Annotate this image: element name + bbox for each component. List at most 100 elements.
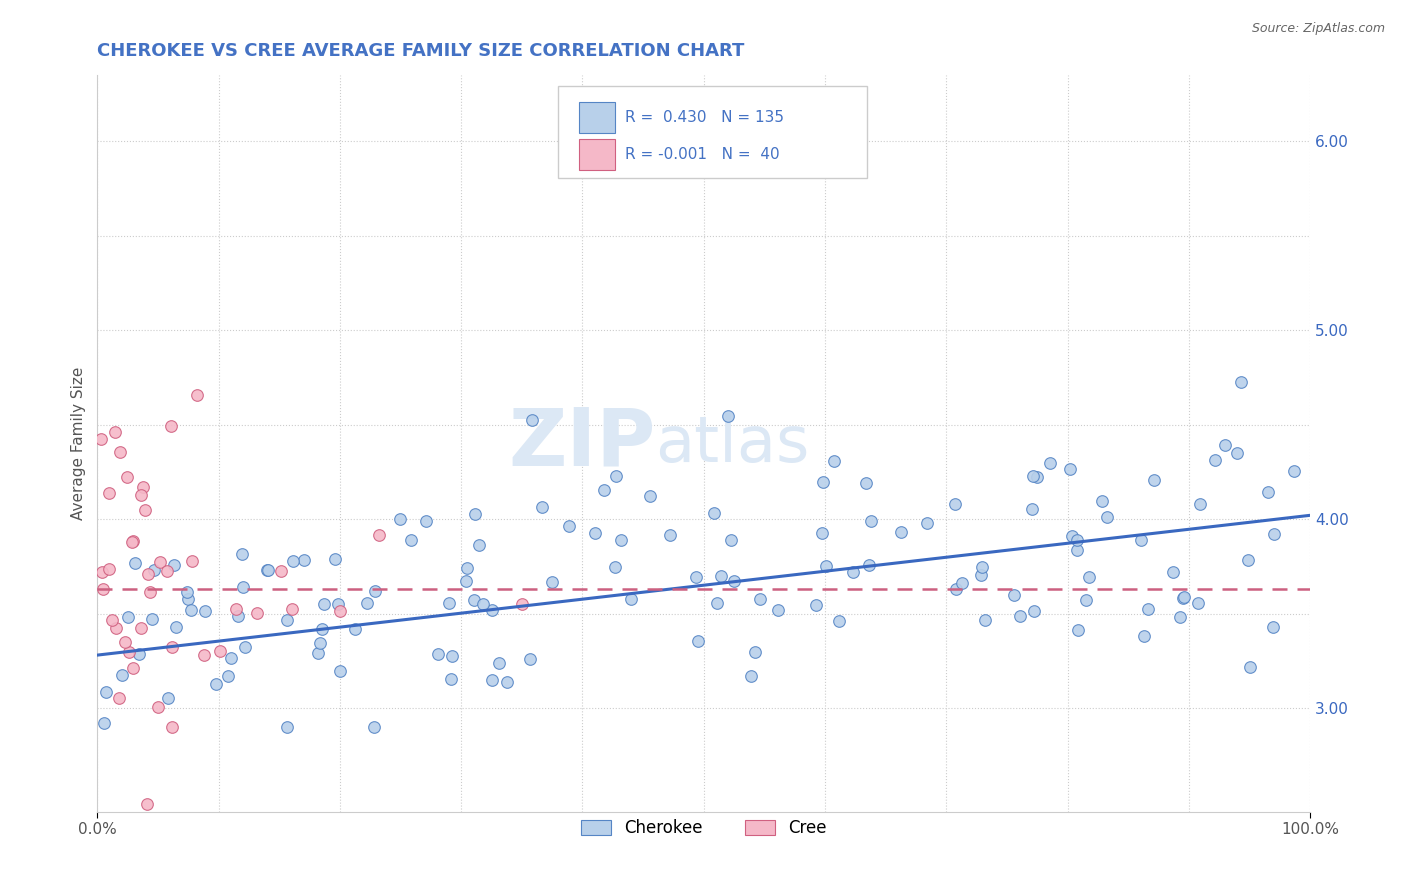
Point xyxy=(1257,485,1279,500)
Point xyxy=(93,715,115,730)
Point xyxy=(530,500,553,514)
Point xyxy=(1237,553,1260,567)
Point xyxy=(115,469,138,483)
Text: R = -0.001   N =  40: R = -0.001 N = 40 xyxy=(624,147,779,161)
Point xyxy=(463,592,485,607)
Point xyxy=(811,525,834,540)
Point xyxy=(155,564,177,578)
Point xyxy=(281,554,304,568)
Point xyxy=(1002,588,1025,602)
Point xyxy=(276,613,298,627)
Point xyxy=(114,635,136,649)
Point xyxy=(415,514,437,528)
Point xyxy=(232,580,254,594)
Point xyxy=(804,598,827,612)
Point xyxy=(117,645,139,659)
Point xyxy=(481,603,503,617)
Text: CHEROKEE VS CREE AVERAGE FAMILY SIZE CORRELATION CHART: CHEROKEE VS CREE AVERAGE FAMILY SIZE COR… xyxy=(97,42,745,60)
Point xyxy=(110,444,132,458)
Point xyxy=(256,563,278,577)
Point xyxy=(972,560,994,574)
Point xyxy=(481,673,503,687)
Point xyxy=(456,574,478,588)
Point xyxy=(855,475,877,490)
Point xyxy=(108,690,131,705)
Point xyxy=(1067,623,1090,637)
Point xyxy=(139,585,162,599)
Point xyxy=(456,561,478,575)
Point xyxy=(520,413,543,427)
Point xyxy=(399,533,422,547)
Point xyxy=(943,497,966,511)
Point xyxy=(141,611,163,625)
Point xyxy=(363,720,385,734)
Point xyxy=(231,548,253,562)
Point xyxy=(217,669,239,683)
Point xyxy=(356,596,378,610)
Point xyxy=(1021,501,1043,516)
Point xyxy=(129,621,152,635)
Point xyxy=(134,503,156,517)
Point xyxy=(142,563,165,577)
Point xyxy=(1026,470,1049,484)
Text: Source: ZipAtlas.com: Source: ZipAtlas.com xyxy=(1251,22,1385,36)
Point xyxy=(1136,602,1159,616)
Point xyxy=(510,597,533,611)
Point xyxy=(592,483,614,498)
Point xyxy=(1143,473,1166,487)
Point xyxy=(823,454,845,468)
Point xyxy=(437,596,460,610)
Point xyxy=(440,649,463,664)
Point xyxy=(111,668,134,682)
Point xyxy=(488,656,510,670)
Point xyxy=(1204,453,1226,467)
Point xyxy=(276,720,298,734)
Point xyxy=(163,558,186,572)
Point xyxy=(1008,608,1031,623)
Point xyxy=(813,475,835,489)
Point xyxy=(159,419,181,434)
Point xyxy=(367,528,389,542)
Point xyxy=(1230,375,1253,389)
Point xyxy=(610,533,633,547)
Point xyxy=(146,699,169,714)
Point xyxy=(703,506,725,520)
Point xyxy=(225,601,247,615)
Text: atlas: atlas xyxy=(655,412,810,475)
Point xyxy=(1263,620,1285,634)
Point xyxy=(117,610,139,624)
Point xyxy=(312,597,335,611)
Point xyxy=(1022,604,1045,618)
Point xyxy=(1239,660,1261,674)
Point xyxy=(519,652,541,666)
Point xyxy=(1171,591,1194,605)
Point xyxy=(1173,590,1195,604)
Point xyxy=(1066,543,1088,558)
Point xyxy=(749,591,772,606)
Point xyxy=(149,555,172,569)
Point xyxy=(640,489,662,503)
Point xyxy=(1130,533,1153,548)
FancyBboxPatch shape xyxy=(579,139,616,169)
Point xyxy=(890,524,912,539)
Point xyxy=(176,585,198,599)
Point xyxy=(1133,629,1156,643)
Point xyxy=(439,672,461,686)
Point xyxy=(91,565,114,579)
Point xyxy=(1038,456,1060,470)
Point xyxy=(1168,609,1191,624)
Point xyxy=(974,613,997,627)
Point xyxy=(685,570,707,584)
Point xyxy=(605,560,627,574)
Point xyxy=(328,598,350,612)
Point xyxy=(659,528,682,542)
Point xyxy=(94,684,117,698)
Point xyxy=(121,535,143,549)
Point xyxy=(710,569,733,583)
Point xyxy=(1263,526,1285,541)
Point xyxy=(105,621,128,635)
Point xyxy=(1021,469,1043,483)
Point xyxy=(706,596,728,610)
Text: R =  0.430   N = 135: R = 0.430 N = 135 xyxy=(624,110,785,125)
Point xyxy=(1226,446,1249,460)
